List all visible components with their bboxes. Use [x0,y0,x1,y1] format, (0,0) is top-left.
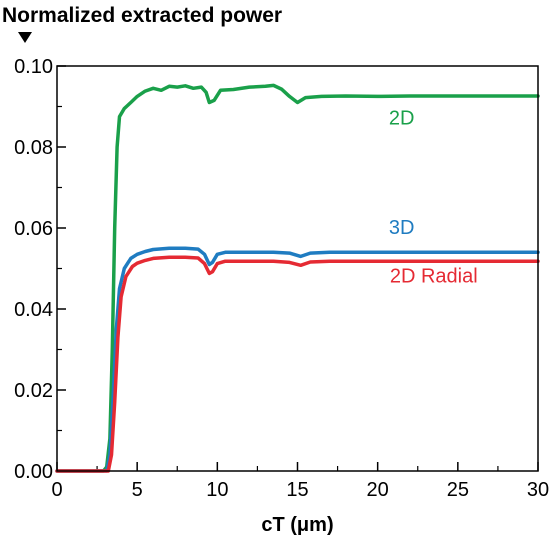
x-axis-title: cT (μm) [261,514,333,536]
series-line-2d [55,83,540,473]
x-tick-label: 25 [447,479,469,501]
y-axis-arrow-marker [18,32,32,43]
x-tick-label: 20 [367,479,389,501]
series-label-2d: 2D [389,108,415,130]
x-tick-label: 0 [51,479,62,501]
y-tick-label: 0.10 [14,56,53,78]
y-tick-label: 0.02 [14,380,53,402]
y-tick-label: 0.06 [14,218,53,240]
x-tick-label: 10 [206,479,228,501]
series-label-3d: 3D [389,217,415,239]
x-tick-label: 30 [527,479,549,501]
series-line-2d-radial [55,255,540,473]
plot-frame [56,65,539,472]
y-tick-label: 0.04 [14,299,53,321]
y-tick-label: 0.00 [14,461,53,483]
x-tick-label: 15 [286,479,308,501]
series-labels: 2D 3D 2D Radial [389,108,478,288]
axis-ticks: 0.00 0.02 0.04 0.06 0.08 0.10 0 5 10 15 20 25 30 [14,56,549,501]
y-tick-label: 0.08 [14,137,53,159]
series-line-3d [55,246,540,473]
y-axis-title: Normalized extracted power [2,4,282,27]
series-lines [55,83,540,473]
series-label-2d-radial: 2D Radial [390,266,478,288]
x-tick-label: 5 [132,479,143,501]
